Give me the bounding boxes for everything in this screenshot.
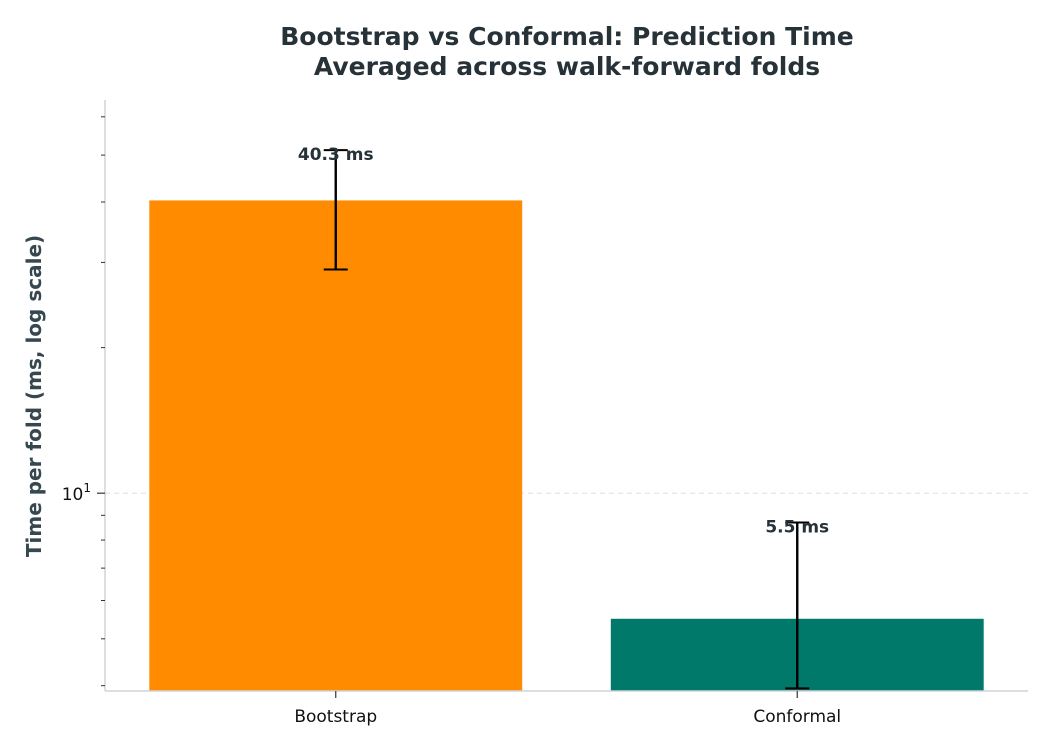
y-tick-label: 101 [62, 481, 91, 505]
chart-title: Bootstrap vs Conformal: Prediction Time [280, 22, 853, 51]
bar-bootstrap [149, 200, 523, 691]
data-label-conformal: 5.5 ms [765, 517, 829, 537]
data-label-bootstrap: 40.3 ms [298, 145, 374, 165]
y-axis-label: Time per fold (ms, log scale) [22, 235, 46, 557]
x-tick-label-conformal: Conformal [753, 707, 841, 727]
plot-area: 101 Bootstrap 40.3 ms Conformal 5.5 ms [62, 100, 1028, 727]
x-tick-label-bootstrap: Bootstrap [294, 707, 377, 727]
chart-subtitle: Averaged across walk-forward folds [314, 52, 820, 81]
